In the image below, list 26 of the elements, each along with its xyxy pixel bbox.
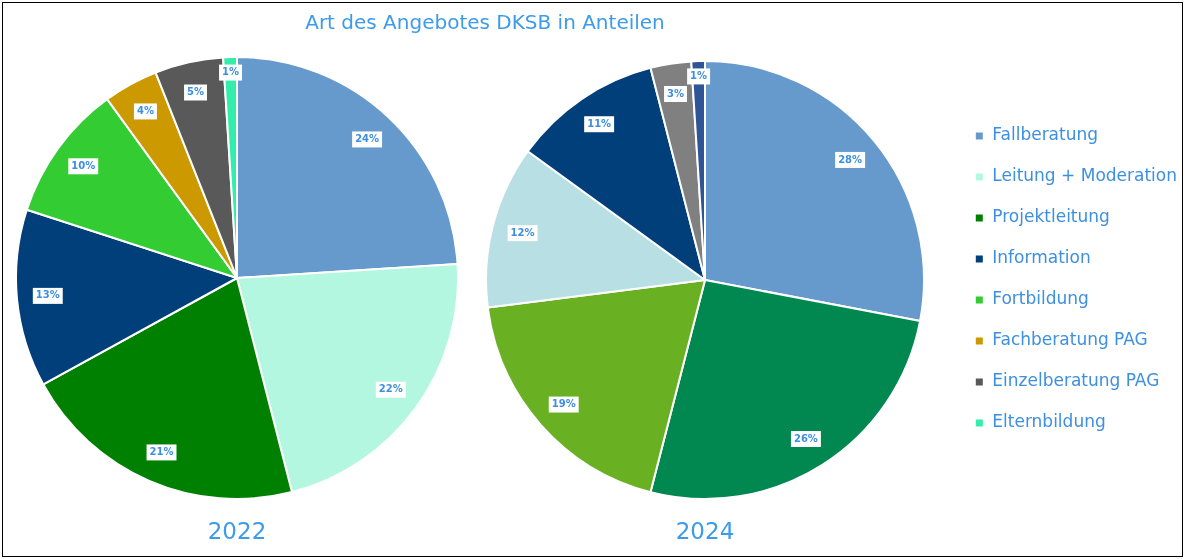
data-label: 26% [793, 432, 818, 444]
legend-label: Elternbildung [992, 411, 1106, 432]
data-label: 3% [667, 87, 685, 99]
data-label: 28% [838, 153, 863, 165]
data-label: 1% [222, 66, 240, 78]
data-label: 21% [149, 446, 174, 458]
text: 2022 [207, 518, 267, 544]
data-label: 11% [587, 117, 612, 129]
legend-label: Fortbildung [992, 288, 1089, 309]
data-label: 12% [510, 226, 535, 238]
chart-title: Art des Angebotes DKSB in Anteilen [305, 10, 665, 34]
legend-label: Information [992, 247, 1091, 268]
data-label: 4% [136, 105, 154, 117]
legend-label: Fachberatung PAG [992, 329, 1148, 350]
legend-label: Fallberatung [992, 124, 1099, 145]
data-label: 19% [551, 398, 576, 410]
data-label: 13% [35, 289, 60, 301]
legend-label: Projektleitung [992, 206, 1110, 227]
data-label: 22% [378, 383, 403, 395]
legend-label: Leitung + Moderation [992, 165, 1177, 186]
data-label: 10% [71, 159, 96, 171]
text: 2024 [675, 518, 735, 544]
data-label: 24% [355, 133, 380, 145]
data-label: 5% [187, 86, 205, 98]
data-label: 1% [690, 70, 708, 82]
legend-label: Einzelberatung PAG [992, 370, 1160, 391]
